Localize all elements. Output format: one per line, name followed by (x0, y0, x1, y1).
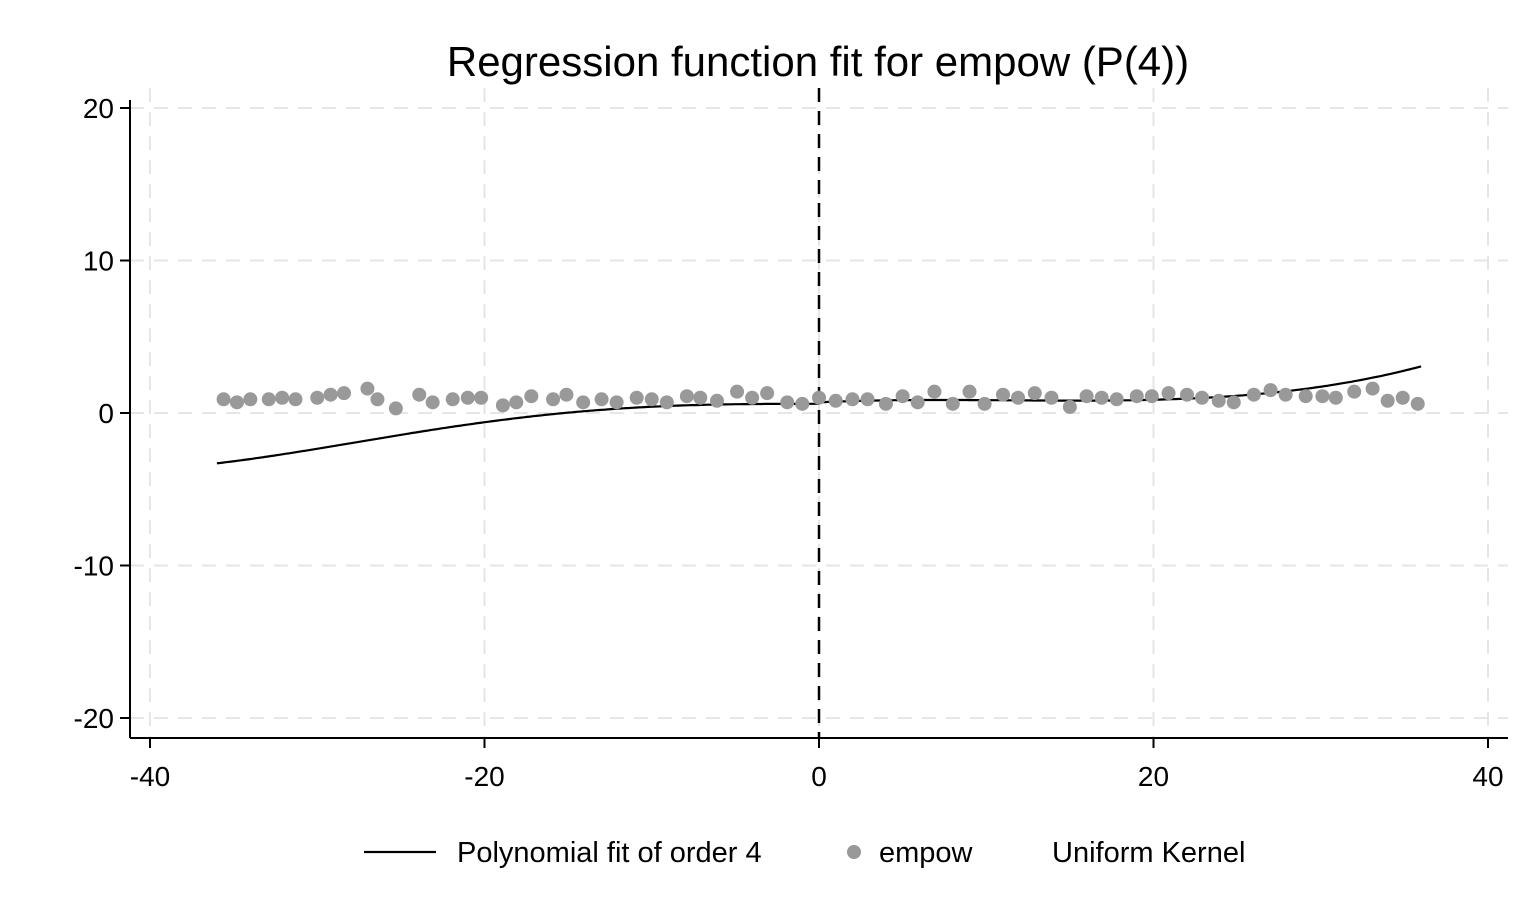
data-point (310, 390, 325, 405)
data-point (659, 395, 674, 410)
data-point (337, 386, 352, 401)
x-tick-label: -20 (464, 761, 504, 792)
data-point (425, 395, 440, 410)
data-point (1410, 396, 1425, 411)
data-point (576, 395, 591, 410)
data-point (261, 392, 276, 407)
x-tick-label: 0 (811, 761, 827, 792)
data-point (693, 390, 708, 405)
data-point (1395, 390, 1410, 405)
data-point (1211, 393, 1226, 408)
data-point (1144, 389, 1159, 404)
empow-points (216, 381, 1425, 416)
data-point (288, 392, 303, 407)
data-point (388, 401, 403, 416)
data-point (609, 395, 624, 410)
data-point (323, 387, 338, 402)
data-point (730, 384, 745, 399)
data-point (1380, 393, 1395, 408)
data-point (760, 386, 775, 401)
data-point (795, 396, 810, 411)
data-point (445, 392, 460, 407)
data-point (495, 398, 510, 413)
x-tick-label: 20 (1138, 761, 1169, 792)
data-point (1298, 389, 1313, 404)
data-point (1347, 384, 1362, 399)
legend-label-empow: empow (879, 837, 974, 869)
legend-dot-swatch (847, 845, 861, 859)
data-point (216, 392, 231, 407)
legend: Polynomial fit of order 4 empow Uniform Ke… (364, 837, 1245, 869)
data-point (460, 390, 475, 405)
x-tick-label: -40 (130, 761, 170, 792)
data-point (860, 392, 875, 407)
data-point (1027, 386, 1042, 401)
data-point (927, 384, 942, 399)
data-point (962, 384, 977, 399)
legend-label-kernel: Uniform Kernel (1052, 837, 1245, 869)
data-point (1129, 389, 1144, 404)
data-point (1109, 392, 1124, 407)
data-point (474, 390, 489, 405)
data-point (1179, 387, 1194, 402)
legend-label-fit: Polynomial fit of order 4 (457, 837, 762, 869)
data-point (229, 395, 244, 410)
data-point (1315, 389, 1330, 404)
data-point (895, 389, 910, 404)
data-point (594, 392, 609, 407)
data-point (412, 387, 427, 402)
data-point (1278, 387, 1293, 402)
axes: -20 -10 0 10 20 -40 -20 0 20 40 (74, 93, 1508, 792)
data-point (1195, 390, 1210, 405)
data-point (1062, 399, 1077, 414)
data-point (1365, 381, 1380, 396)
data-point (1079, 389, 1094, 404)
data-point (243, 392, 258, 407)
data-point (745, 390, 760, 405)
data-point (812, 390, 826, 405)
y-tick-label: 10 (83, 246, 114, 277)
y-tick-label: -20 (74, 703, 114, 734)
data-point (1226, 395, 1241, 410)
data-point (1263, 383, 1278, 398)
data-point (559, 387, 574, 402)
data-point (1328, 390, 1343, 405)
data-point (1094, 390, 1109, 405)
data-point (780, 395, 795, 410)
data-point (1044, 390, 1059, 405)
data-point (945, 396, 960, 411)
data-point (370, 392, 385, 407)
data-point (845, 392, 860, 407)
data-point (360, 381, 375, 396)
x-tick-label: 40 (1472, 761, 1503, 792)
data-point (828, 393, 843, 408)
data-point (910, 395, 925, 410)
data-point (644, 392, 659, 407)
data-point (1011, 390, 1026, 405)
data-point (546, 392, 561, 407)
chart-title: Regression function fit for empow (P(4)) (447, 38, 1189, 85)
data-point (509, 395, 524, 410)
data-point (878, 396, 893, 411)
data-point (1161, 386, 1176, 401)
y-tick-label: 0 (98, 398, 114, 429)
data-point (524, 389, 539, 404)
data-point (709, 393, 724, 408)
y-tick-label: -10 (74, 551, 114, 582)
data-point (679, 389, 694, 404)
y-tick-label: 20 (83, 93, 114, 124)
data-point (275, 390, 290, 405)
data-point (995, 387, 1010, 402)
data-point (629, 390, 644, 405)
data-point (1246, 387, 1261, 402)
data-point (977, 396, 992, 411)
